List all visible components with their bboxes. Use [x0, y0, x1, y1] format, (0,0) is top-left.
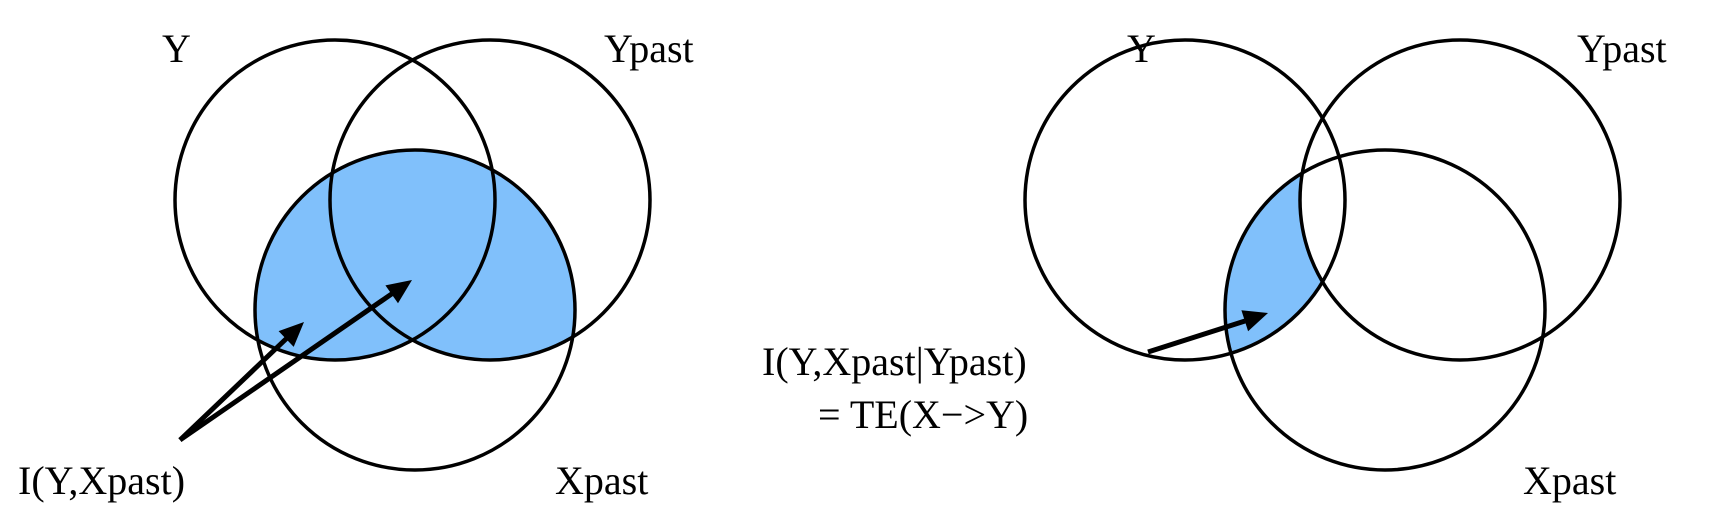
right-circle-ypast	[1298, 38, 1622, 362]
left-arrow-1	[178, 322, 304, 442]
right-annotation-line1: I(Y,Xpast|Ypast)	[762, 339, 1027, 384]
right-arrow	[1147, 310, 1268, 355]
right-label-ypast: Ypast	[1577, 26, 1667, 71]
left-shaded-region	[255, 150, 575, 360]
right-venn: Y Ypast Xpast I(Y,Xpast|Ypast) = TE(X−>Y…	[762, 26, 1667, 503]
right-label-y: Y	[1127, 26, 1156, 71]
right-shaded-region	[1225, 150, 1345, 360]
left-annotation: I(Y,Xpast)	[18, 458, 185, 503]
right-circle-y	[1023, 38, 1347, 362]
left-circle-xpast	[253, 148, 577, 472]
right-circle-xpast	[1223, 148, 1547, 472]
right-label-xpast: Xpast	[1523, 458, 1616, 503]
left-circle-ypast	[328, 38, 652, 362]
right-annotation-line2: = TE(X−>Y)	[818, 392, 1028, 437]
left-circle-y	[173, 38, 497, 362]
left-label-y: Y	[162, 26, 191, 71]
left-label-xpast: Xpast	[555, 458, 648, 503]
left-venn: Y Ypast Xpast I(Y,Xpast)	[18, 26, 694, 503]
left-label-ypast: Ypast	[604, 26, 694, 71]
left-arrow-2	[178, 280, 412, 443]
